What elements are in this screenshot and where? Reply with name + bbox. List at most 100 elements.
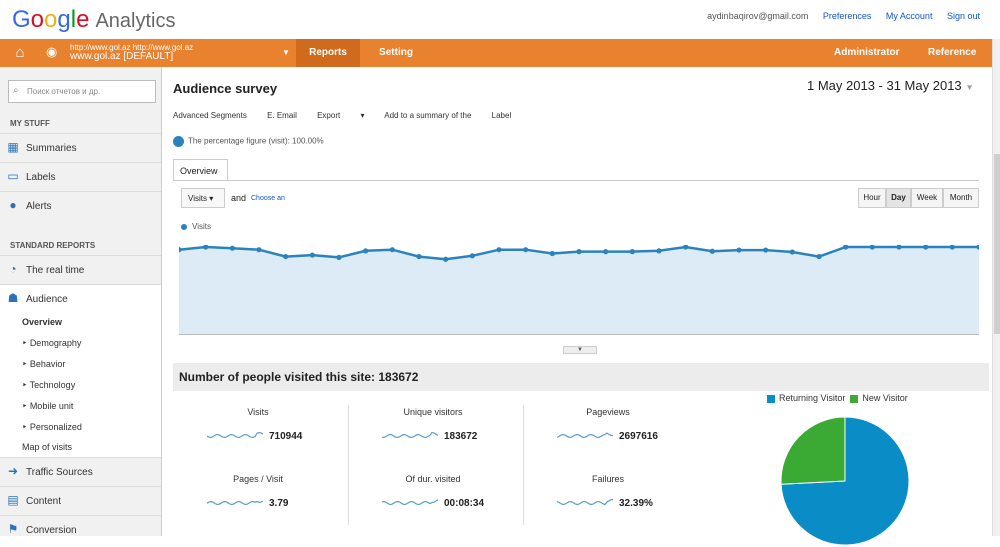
granularity-day-button[interactable]: Day <box>886 188 911 208</box>
arrow-icon: ➜ <box>7 464 19 478</box>
data-point[interactable] <box>469 253 475 259</box>
sidebar-item-audience[interactable]: ☗ Audience <box>0 284 161 312</box>
sidebar-subitem-personalized[interactable]: ‣ Personalized <box>22 422 82 432</box>
sidebar-item-labels[interactable]: ▭ Labels <box>0 162 161 190</box>
granularity-month-button[interactable]: Month <box>943 188 979 208</box>
data-point[interactable] <box>416 253 422 260</box>
email-button[interactable]: E. Email <box>267 111 297 120</box>
chevron-down-icon[interactable]: ▼ <box>282 48 290 57</box>
stat-pageviews: Pageviews 2697616 <box>523 407 693 467</box>
data-point[interactable] <box>443 256 449 262</box>
data-point[interactable] <box>576 249 582 255</box>
tab-setting[interactable]: Setting <box>379 47 413 58</box>
export-button[interactable]: Export ▾ <box>317 111 365 120</box>
sidebar-subitem-technology[interactable]: ‣ Technology <box>22 380 76 390</box>
label-button[interactable]: Label <box>491 111 512 120</box>
scrollbar-thumb[interactable] <box>994 154 1000 334</box>
sidebar-item-alerts[interactable]: ● Alerts <box>0 191 161 219</box>
stat-value: 00:08:34 <box>444 498 485 509</box>
sidebar-item-traffic-sources[interactable]: ➜ Traffic Sources <box>0 457 161 485</box>
series-area <box>179 247 979 335</box>
account-selector[interactable]: http://www.gol.az http://www.gol.az www.… <box>70 43 278 62</box>
stat-divider <box>523 405 524 525</box>
metric-select[interactable]: Visits ▾ <box>181 188 225 208</box>
search-input[interactable]: ⌕ Поиск отчетов и др. <box>8 80 156 103</box>
sidebar-item-realtime[interactable]: ◔ The real time <box>0 255 161 283</box>
sparkline-path <box>382 499 438 506</box>
visitors-summary-title: Number of people visited this site: 1836… <box>173 363 989 391</box>
data-point[interactable] <box>736 247 742 253</box>
sign-out-link[interactable]: Sign out <box>946 11 980 21</box>
sidebar-subitem-behavior[interactable]: ‣ Behavior <box>22 359 66 369</box>
sidebar-subitem-overview[interactable]: Overview <box>22 317 63 327</box>
tab-reports[interactable]: Reports <box>296 39 360 67</box>
data-point[interactable] <box>389 247 395 253</box>
granularity-week-button[interactable]: Week <box>911 188 943 208</box>
my-account-link[interactable]: My Account <box>885 11 933 21</box>
data-point[interactable] <box>523 247 529 253</box>
add-to-summary-button[interactable]: Add to a summary of the <box>384 111 472 120</box>
collapse-chart-button[interactable]: ▼ <box>563 346 597 354</box>
stat-value: 3.79 <box>269 498 289 509</box>
flag-icon: ⚑ <box>7 522 19 536</box>
data-point[interactable] <box>816 253 822 260</box>
data-point[interactable] <box>763 247 769 253</box>
sidebar-item-label: Content <box>26 496 62 507</box>
data-point[interactable] <box>923 245 929 250</box>
stat-label: Unique visitors <box>403 407 463 417</box>
data-point[interactable] <box>229 245 235 251</box>
tab-overview[interactable]: Overview <box>173 159 228 181</box>
data-point[interactable] <box>656 248 662 254</box>
sidebar-subitem-demography[interactable]: ‣ Demography <box>22 338 82 348</box>
account-url: http://www.gol.az http://www.gol.az <box>70 43 194 52</box>
stat-value: 183672 <box>444 431 478 442</box>
data-point[interactable] <box>309 252 315 258</box>
data-point[interactable] <box>336 254 342 260</box>
sidebar-subitem-map-of-visits[interactable]: Map of visits <box>22 442 73 452</box>
data-point[interactable] <box>976 245 979 250</box>
bulb-icon: ● <box>9 198 17 212</box>
data-point[interactable] <box>256 247 262 253</box>
logo-letter: o <box>44 6 58 33</box>
data-point[interactable] <box>869 245 875 250</box>
sparkline-path <box>207 431 263 439</box>
sparkline-path <box>207 500 263 506</box>
data-point[interactable] <box>949 245 955 250</box>
and-label: and <box>231 193 247 203</box>
google-analytics-logo[interactable]: Google Analytics <box>12 6 175 34</box>
data-point[interactable] <box>179 247 182 253</box>
preferences-link[interactable]: Preferences <box>822 11 872 21</box>
sidebar-item-summaries[interactable]: ▦ Summaries <box>0 133 161 161</box>
granularity-hour-button[interactable]: Hour <box>858 188 886 208</box>
data-point[interactable] <box>496 247 502 253</box>
people-icon: ☗ <box>7 291 19 305</box>
administrator-link[interactable]: Administrator <box>834 47 900 58</box>
data-point[interactable] <box>683 245 689 250</box>
data-point[interactable] <box>789 249 795 255</box>
page-scrollbar[interactable] <box>992 39 1000 536</box>
sidebar-item-content[interactable]: ▤ Content <box>0 486 161 514</box>
data-point[interactable] <box>629 249 635 255</box>
main-nav-bar: ⌂ ◉ http://www.gol.az http://www.gol.az … <box>0 39 992 67</box>
date-range-picker[interactable]: 1 May 2013 - 31 May 2013 ▼ <box>807 78 974 93</box>
sparkline <box>207 431 263 439</box>
data-point[interactable] <box>709 248 715 254</box>
logo-product-name: Analytics <box>95 10 176 32</box>
home-icon[interactable]: ⌂ <box>15 44 25 61</box>
data-point[interactable] <box>363 248 369 254</box>
reference-link[interactable]: Reference <box>928 47 977 58</box>
data-point[interactable] <box>603 249 609 255</box>
top-header: Google Analytics aydinbaqirov@gmail.com P… <box>0 0 1000 39</box>
data-point[interactable] <box>549 250 555 257</box>
sidebar-item-conversion[interactable]: ⚑ Conversion <box>0 515 161 543</box>
data-point[interactable] <box>896 245 902 250</box>
advanced-segments-button[interactable]: Advanced Segments <box>173 111 247 120</box>
data-point[interactable] <box>843 245 849 250</box>
data-point[interactable] <box>203 245 209 250</box>
sidebar-subitem-mobile[interactable]: ‣ Mobile unit <box>22 401 74 411</box>
choose-metric-link[interactable]: Choose an <box>251 195 285 202</box>
pie-slice-new-visitor[interactable] <box>780 416 846 485</box>
label-icon: ▭ <box>7 169 19 183</box>
search-icon: ⌕ <box>13 85 19 96</box>
data-point[interactable] <box>283 253 289 260</box>
